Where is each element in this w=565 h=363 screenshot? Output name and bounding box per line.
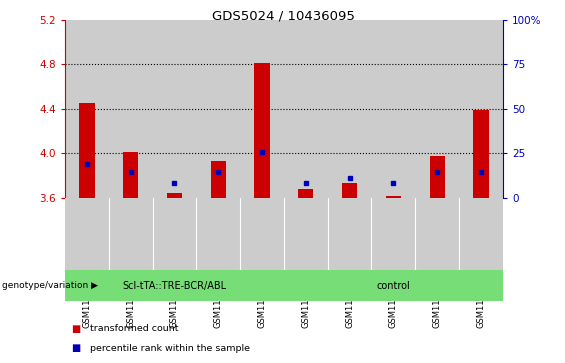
Bar [167, 193, 182, 198]
Bar [328, 198, 372, 270]
Bar [372, 20, 415, 198]
Bar [240, 198, 284, 270]
Bar [298, 189, 314, 198]
Bar [65, 20, 109, 198]
Bar [459, 20, 503, 198]
Text: ■: ■ [71, 323, 80, 334]
Bar [429, 156, 445, 198]
Text: GDS5024 / 10436095: GDS5024 / 10436095 [212, 9, 355, 22]
Bar [415, 198, 459, 270]
Bar [65, 270, 284, 301]
Bar [197, 20, 240, 198]
Text: Scl-tTA::TRE-BCR/ABL: Scl-tTA::TRE-BCR/ABL [123, 281, 227, 291]
Bar [79, 103, 94, 198]
Bar [415, 20, 459, 198]
Text: ■: ■ [71, 343, 80, 354]
Text: genotype/variation ▶: genotype/variation ▶ [2, 281, 98, 290]
Bar [328, 20, 372, 198]
Bar [459, 198, 503, 270]
Bar [108, 198, 153, 270]
Bar [284, 198, 328, 270]
Bar [123, 152, 138, 198]
Bar [211, 161, 226, 198]
Bar [284, 20, 328, 198]
Text: control: control [376, 281, 410, 291]
Bar [284, 270, 503, 301]
Bar [254, 63, 270, 198]
Bar [473, 110, 489, 198]
Bar [153, 20, 197, 198]
Bar [372, 198, 415, 270]
Bar [153, 198, 197, 270]
Bar [197, 198, 240, 270]
Bar [65, 198, 109, 270]
Bar [386, 196, 401, 198]
Bar [342, 183, 357, 198]
Text: percentile rank within the sample: percentile rank within the sample [90, 344, 250, 353]
Bar [240, 20, 284, 198]
Text: transformed count: transformed count [90, 324, 179, 333]
Bar [108, 20, 153, 198]
